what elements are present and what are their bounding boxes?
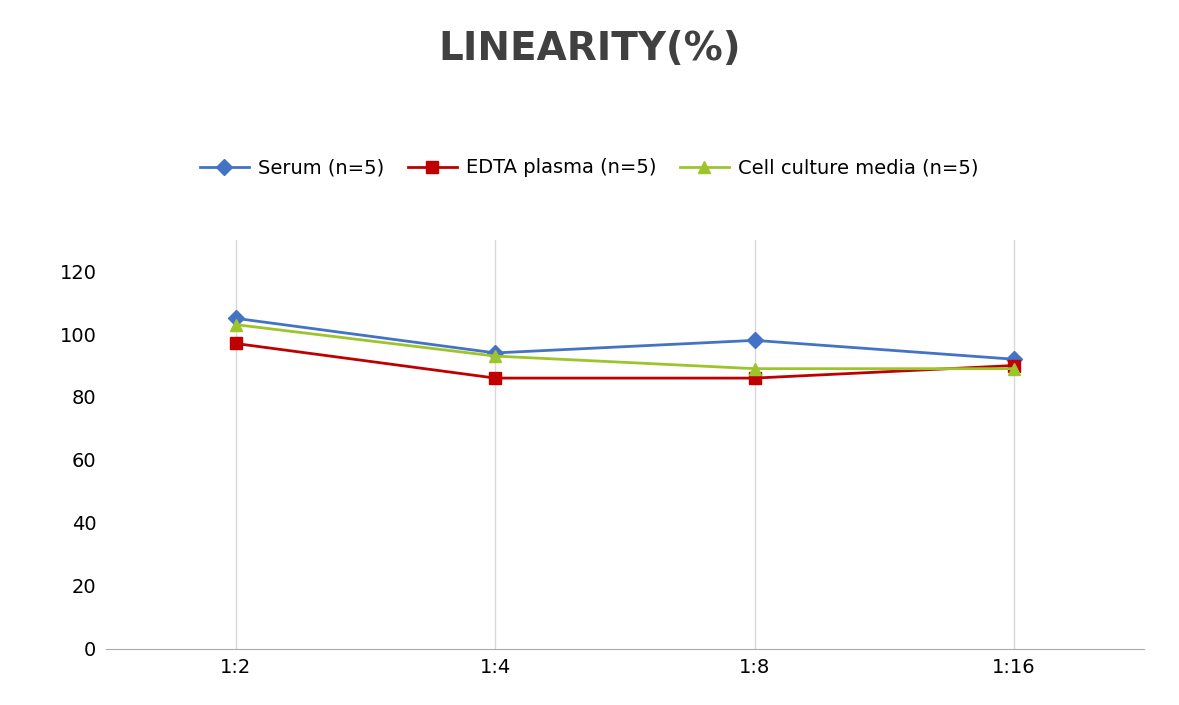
EDTA plasma (n=5): [488, 374, 502, 382]
Line: Cell culture media (n=5): Cell culture media (n=5): [230, 319, 1020, 375]
Line: Serum (n=5): Serum (n=5): [230, 313, 1020, 364]
EDTA plasma (n=5): [1007, 361, 1021, 369]
Cell culture media (n=5): [1007, 364, 1021, 373]
Serum (n=5): [747, 336, 762, 345]
Serum (n=5): [488, 349, 502, 357]
Legend: Serum (n=5), EDTA plasma (n=5), Cell culture media (n=5): Serum (n=5), EDTA plasma (n=5), Cell cul…: [192, 151, 987, 185]
Cell culture media (n=5): [229, 320, 243, 329]
Text: LINEARITY(%): LINEARITY(%): [439, 30, 740, 68]
EDTA plasma (n=5): [229, 339, 243, 348]
Line: EDTA plasma (n=5): EDTA plasma (n=5): [230, 338, 1020, 384]
EDTA plasma (n=5): [747, 374, 762, 382]
Serum (n=5): [1007, 355, 1021, 364]
Serum (n=5): [229, 314, 243, 323]
Cell culture media (n=5): [488, 352, 502, 360]
Cell culture media (n=5): [747, 364, 762, 373]
